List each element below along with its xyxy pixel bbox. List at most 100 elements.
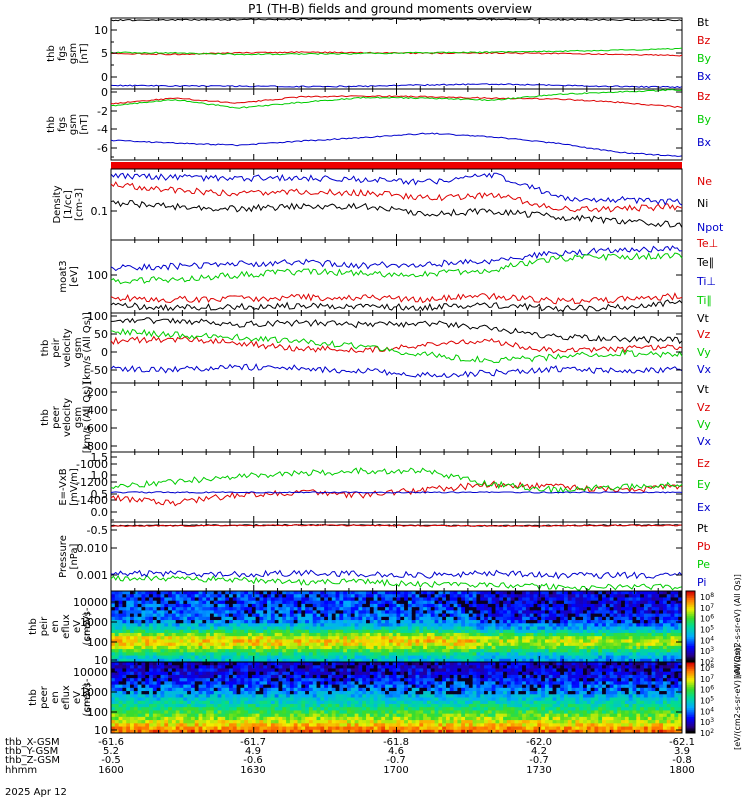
spectrogram-cell [133,694,139,698]
spectrogram-cell [278,662,283,666]
y-axis-label: peir [51,337,62,357]
spectrogram-cell [624,620,630,624]
spectrogram-cell [373,626,378,631]
spectrogram-cell [308,616,314,621]
spectrogram-cell [468,626,474,631]
spectrogram-cell [171,729,177,734]
spectrogram-cell [659,610,664,614]
spectrogram-cell [202,591,207,595]
spectrogram-cell [225,729,230,734]
spectrogram-cell [407,649,413,653]
spectrogram-cell [225,594,230,598]
spectrogram-cell [495,652,500,656]
y-tick-label: 0.010 [77,542,109,555]
spectrogram-cell [236,665,241,669]
spectrogram-cell [293,607,298,611]
spectrogram-cell [160,626,165,631]
spectrogram-cell [137,632,142,637]
spectrogram-cell [480,655,485,660]
spectrogram-cell [392,620,397,624]
spectrogram-cell [514,623,519,627]
spectrogram-cell [221,616,226,621]
spectrogram-cell [213,613,218,618]
spectrogram-cell [255,665,260,669]
spectrogram-cell [137,658,142,663]
spectrogram-cell [137,603,142,608]
spectrogram-cell [111,636,116,640]
spectrogram-cell [381,639,386,644]
spectrogram-cell [430,600,435,605]
spectrogram-cell [666,591,671,595]
spectrogram-cell [160,632,165,637]
spectrogram-cell [609,620,614,624]
spectrogram-cell [248,607,253,611]
spectrogram-cell [484,623,489,627]
spectrogram-cell [308,658,314,663]
spectrogram-cell [190,616,196,621]
spectrogram-cell [240,597,245,602]
spectrogram-cell [297,645,302,650]
spectrogram-cell [179,649,184,653]
spectrogram-cell [111,642,116,647]
spectrogram-cell [141,610,146,614]
spectrogram-cell [373,632,378,637]
spectrogram-cell [190,632,196,637]
spectrogram-cell [388,629,394,634]
spectrogram-cell [301,591,306,595]
spectrogram-cell [312,616,317,621]
spectrogram-cell [449,594,454,598]
spectrogram-cell [438,652,443,656]
spectrogram-cell [617,620,622,624]
spectrogram-cell [179,716,184,721]
spectrogram-cell [267,703,272,708]
spectrogram-cell [164,655,169,660]
spectrogram-cell [133,703,139,708]
spectrogram-cell [202,629,207,634]
spectrogram-cell [560,652,565,656]
spectrogram-cell [480,603,485,608]
spectrogram-cell [583,632,588,637]
spectrogram-cell [594,620,599,624]
y-tick-label: -800 [83,440,108,453]
spectrogram-cell [514,591,519,595]
spectrogram-cell [164,681,169,685]
spectrogram-cell [472,620,477,624]
spectrogram-cell [137,703,142,708]
spectrogram-cell [518,632,523,637]
spectrogram-cell [636,616,641,621]
spectrogram-cell [126,723,131,727]
spectrogram-cell [320,603,325,608]
spectrogram-cell [354,649,359,653]
spectrogram-cell [126,607,131,611]
spectrogram-cell [461,591,466,595]
spectrogram-cell [232,713,238,718]
spectrogram-cell [575,632,580,637]
spectrogram-cell [141,726,146,731]
spectrogram-cell [571,600,576,605]
spectrogram-cell [434,616,439,621]
spectrogram-cell [335,594,340,598]
spectrogram-cell [419,645,424,650]
spectrogram-cell [206,710,211,715]
spectrogram-cell [396,642,401,647]
spectrogram-cell [499,636,504,640]
spectrogram-cell [164,616,169,621]
spectrogram-cell [476,600,481,605]
spectrogram-cell [548,603,553,608]
spectrogram-cell [377,600,382,605]
spectrogram-cell [335,603,340,608]
spectrogram-cell [327,649,333,653]
spectrogram-cell [563,600,569,605]
spectrogram-cell [209,716,215,721]
spectrogram-cell [259,729,264,734]
spectrogram-cell [480,594,485,598]
spectrogram-cell [297,626,302,631]
spectrogram-cell [190,623,196,627]
spectrogram-cell [506,613,512,618]
spectrogram-cell [145,665,150,669]
spectrogram-cell [145,694,150,698]
spectrogram-cell [571,639,576,644]
spectrogram-cell [194,610,199,614]
spectrogram-cell [152,681,158,685]
spectrogram-cell [111,632,116,637]
